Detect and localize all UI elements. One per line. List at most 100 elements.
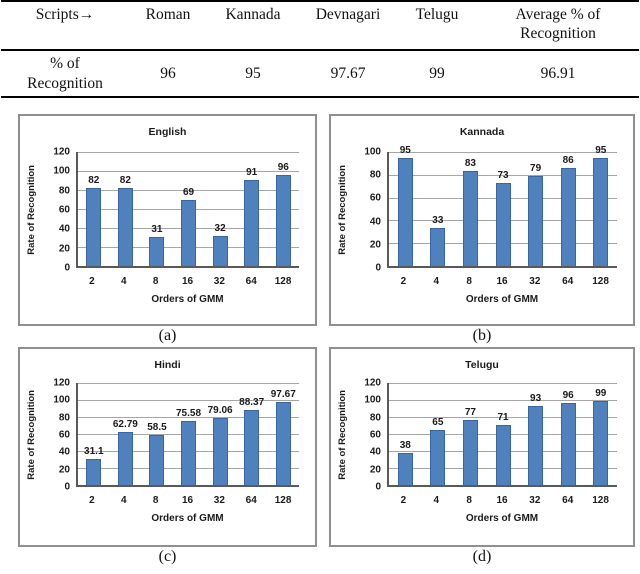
bar-slot: 71	[487, 383, 520, 485]
table-header-roman: Roman	[145, 6, 191, 23]
table-row-label-text: % of Recognition	[27, 55, 103, 92]
bar-slot: 31.1	[78, 383, 110, 485]
table-value-devnagari: 97.67	[330, 64, 366, 82]
bar-english-gmm64: 91	[244, 167, 260, 266]
chart-title: English	[148, 126, 187, 138]
y-tick-label: 40	[58, 446, 70, 458]
table-data-row: % of Recognition 96 95 97.67 99 96.91	[1, 51, 639, 96]
bar-slot: 32	[204, 152, 236, 266]
gridline	[389, 174, 617, 176]
y-tick-label: 120	[53, 377, 70, 389]
bar-slot: 75.58	[173, 383, 205, 485]
caption-row-bottom: (c) (d)	[18, 547, 640, 568]
y-axis-label-wrap: Rate of Recognition	[20, 152, 42, 268]
table-row-label: % of Recognition	[1, 54, 129, 93]
caption-c: (c)	[158, 548, 177, 565]
bar-value-label: 75.58	[176, 407, 202, 419]
gridline	[78, 171, 299, 172]
bar-english-gmm32: 32	[212, 223, 228, 266]
plot-area: 82 82 31 69 32 91 96	[76, 152, 299, 268]
table-rule-top	[1, 0, 639, 2]
x-axis-ticks: 2 4 8 16 32 64 128	[387, 487, 617, 506]
bar-slot: 93	[519, 383, 552, 485]
y-tick-label: 80	[369, 412, 381, 424]
gridline	[389, 400, 617, 401]
chart-panel-english: English Rate of Recognition 0 20 40 60 80 100…	[18, 114, 317, 326]
y-tick-label: 40	[58, 223, 70, 235]
y-axis-label-wrap: Rate of Recognition	[331, 152, 353, 268]
bar-slot: 99	[584, 383, 617, 485]
x-tick-label: 64	[562, 276, 574, 287]
caption-d: (d)	[472, 548, 492, 565]
bar-value-label: 58.5	[147, 422, 167, 434]
bar-value-label: 93	[530, 392, 542, 404]
bar-value-label: 79	[530, 162, 542, 174]
plot-column: 95 33 83 73 79 86 95 2 4 8 16 32 64 128 Orders of GM…	[387, 145, 633, 305]
bar-telugu-gmm8: 77	[462, 407, 478, 485]
x-tick-label: 128	[274, 276, 292, 287]
y-tick-label: 20	[369, 464, 381, 476]
table-header-row: Scripts→ Roman Kannada Devnagari Telugu …	[1, 2, 639, 49]
bar-telugu-gmm32: 93	[528, 393, 544, 485]
y-tick-label: 0	[64, 262, 70, 274]
bar-kannada-gmm16: 73	[495, 170, 511, 266]
chart-title: Hindi	[154, 359, 181, 371]
bar-slot: 62.79	[110, 383, 142, 485]
chart-panel-hindi: Hindi Rate of Recognition 0 20 40 60 80 100 12…	[18, 347, 317, 547]
bar-slot: 86	[552, 152, 585, 266]
x-tick-label: 4	[121, 495, 127, 506]
y-axis-ticks: 0 20 40 60 80 100 120	[353, 378, 387, 493]
gridline	[389, 417, 617, 419]
y-axis-label: Rate of Recognition	[336, 390, 348, 480]
plot-area: 95 33 83 73 79 86 95	[387, 145, 617, 268]
bar-value-label: 79.06	[207, 404, 233, 416]
chart-row-bottom: Hindi Rate of Recognition 0 20 40 60 80 100 12…	[18, 347, 640, 547]
y-tick-label: 80	[369, 169, 381, 181]
y-axis-label: Rate of Recognition	[25, 165, 37, 255]
bar-telugu-gmm2: 38	[397, 440, 413, 485]
x-tick-label: 4	[433, 276, 440, 287]
y-tick-label: 20	[58, 243, 70, 255]
bar-telugu-gmm4: 65	[430, 417, 446, 485]
bar-slot: 77	[454, 383, 487, 485]
bar-value-label: 99	[595, 387, 607, 399]
table-value-telugu: 99	[429, 64, 445, 82]
table-value-kannada: 95	[245, 64, 261, 82]
x-tick-label: 4	[121, 276, 127, 287]
chart-body: Rate of Recognition 0 20 40 60 80 100 95 33 83 7…	[331, 145, 633, 305]
bar-kannada-gmm32: 79	[528, 163, 544, 266]
bar-hindi-gmm64: 88.37	[239, 397, 264, 485]
chart-body: Rate of Recognition 0 20 40 60 80 100 120 31.1…	[20, 378, 315, 524]
x-tick-label: 64	[245, 495, 257, 506]
y-axis-ticks: 0 20 40 60 80 100 120	[42, 147, 76, 274]
bar-slot: 65	[422, 383, 455, 485]
bar-slot: 95	[584, 145, 617, 266]
bar-english-gmm8: 31	[149, 224, 165, 266]
x-tick-label: 16	[496, 276, 508, 287]
bar-slot: 31	[141, 152, 173, 266]
gridline	[78, 417, 299, 419]
x-tick-label: 64	[245, 276, 257, 287]
x-tick-label: 16	[181, 495, 194, 506]
gridline	[389, 383, 617, 384]
bar-english-gmm2: 82	[86, 175, 102, 266]
bar-value-label: 73	[497, 169, 509, 181]
gridline	[78, 383, 299, 384]
table-rule-middle	[1, 49, 639, 51]
bar-slot: 95	[389, 145, 422, 266]
table-header-telugu: Telugu	[415, 6, 459, 23]
caption-a: (a)	[158, 327, 177, 344]
bar-value-label: 82	[88, 175, 100, 187]
table-value-average: 96.91	[540, 64, 576, 82]
table-rule-bottom	[1, 96, 639, 98]
y-tick-label: 40	[369, 216, 381, 228]
chart-panel-kannada: Kannada Rate of Recognition 0 20 40 60 80 100…	[329, 114, 635, 326]
x-axis-label: Orders of GMM	[151, 513, 224, 524]
chart-title: Telugu	[465, 359, 499, 371]
bar-slot: 83	[454, 152, 487, 266]
x-axis-ticks: 2 4 8 16 32 64 128	[76, 268, 299, 287]
bar-slot: 58.5	[141, 383, 173, 485]
x-tick-label: 32	[213, 276, 225, 287]
bar-english-gmm4: 82	[117, 175, 133, 266]
bar-value-label: 62.79	[112, 418, 138, 430]
